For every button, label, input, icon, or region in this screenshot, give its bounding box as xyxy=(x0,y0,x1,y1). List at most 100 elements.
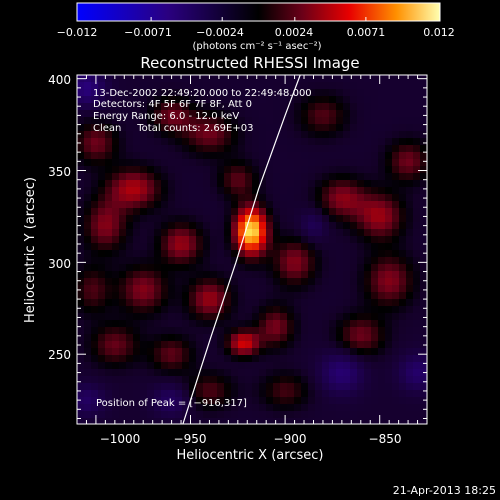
heatmap-cell xyxy=(399,194,407,202)
heatmap-cell xyxy=(175,327,183,335)
heatmap-cell xyxy=(161,348,169,356)
heatmap-cell xyxy=(357,271,365,279)
heatmap-cell xyxy=(252,187,260,195)
heatmap-cell xyxy=(385,341,393,349)
annotation-detectors: Detectors: 4F 5F 6F 7F 8F, Att 0 xyxy=(93,99,252,110)
heatmap-cell xyxy=(392,173,400,181)
heatmap-cell xyxy=(399,159,407,167)
heatmap-cell xyxy=(413,166,421,174)
heatmap-cell xyxy=(315,341,323,349)
heatmap-cell xyxy=(231,376,239,384)
heatmap-cell xyxy=(406,117,414,125)
heatmap-cell xyxy=(112,124,120,132)
heatmap-cell xyxy=(392,187,400,195)
heatmap-cell xyxy=(210,236,218,244)
heatmap-cell xyxy=(84,320,92,328)
heatmap-cell xyxy=(161,187,169,195)
heatmap-cell xyxy=(203,208,211,216)
heatmap-cell xyxy=(371,334,379,342)
heatmap-cell xyxy=(84,103,92,111)
heatmap-cell xyxy=(252,327,260,335)
heatmap-cell xyxy=(77,166,85,174)
heatmap-cell xyxy=(287,145,295,153)
heatmap-cell xyxy=(140,124,148,132)
heatmap-cell xyxy=(112,208,120,216)
heatmap-cell xyxy=(133,75,141,83)
heatmap-cell xyxy=(238,418,246,424)
heatmap-cell xyxy=(210,131,218,139)
heatmap-cell xyxy=(287,166,295,174)
heatmap-cell xyxy=(119,201,127,209)
heatmap-cell xyxy=(259,390,267,398)
heatmap-cell xyxy=(371,89,379,97)
heatmap-cell xyxy=(343,327,351,335)
heatmap-cell xyxy=(336,355,344,363)
heatmap-cell xyxy=(224,180,232,188)
heatmap-cell xyxy=(280,82,288,90)
heatmap-cell xyxy=(357,390,365,398)
heatmap-cell xyxy=(273,145,281,153)
heatmap-cell xyxy=(308,299,316,307)
heatmap-cell xyxy=(175,75,183,83)
heatmap-cell xyxy=(98,215,106,223)
heatmap-cell xyxy=(175,124,183,132)
heatmap-cell xyxy=(126,236,134,244)
heatmap-cell xyxy=(98,383,106,391)
heatmap-cell xyxy=(238,257,246,265)
heatmap-cell xyxy=(126,320,134,328)
heatmap-cell xyxy=(406,187,414,195)
heatmap-cell xyxy=(182,201,190,209)
heatmap-cell xyxy=(385,369,393,377)
heatmap-cell xyxy=(322,89,330,97)
heatmap-cell xyxy=(126,397,134,405)
heatmap-cell xyxy=(77,404,85,412)
heatmap-cell xyxy=(357,117,365,125)
heatmap-cell xyxy=(259,334,267,342)
heatmap-cell xyxy=(406,390,414,398)
heatmap-cell xyxy=(392,362,400,370)
heatmap-cell xyxy=(203,250,211,258)
heatmap-cell xyxy=(336,229,344,237)
heatmap-cell xyxy=(168,208,176,216)
heatmap-cell xyxy=(364,264,372,272)
heatmap-cell xyxy=(364,110,372,118)
heatmap-cell xyxy=(126,187,134,195)
heatmap-cell xyxy=(308,159,316,167)
heatmap-cell xyxy=(343,348,351,356)
heatmap-cell xyxy=(350,222,358,230)
heatmap-cell xyxy=(378,257,386,265)
heatmap-cell xyxy=(287,306,295,314)
heatmap-cell xyxy=(364,89,372,97)
heatmap-cell xyxy=(336,236,344,244)
heatmap-cell xyxy=(84,285,92,293)
heatmap-cell xyxy=(273,229,281,237)
heatmap-cell xyxy=(308,369,316,377)
heatmap-cell xyxy=(336,159,344,167)
heatmap-cell xyxy=(126,327,134,335)
heatmap-cell xyxy=(371,327,379,335)
heatmap-cell xyxy=(238,236,246,244)
heatmap-cell xyxy=(175,320,183,328)
heatmap-cell xyxy=(357,411,365,419)
heatmap-cell xyxy=(140,390,148,398)
heatmap-cell xyxy=(266,327,274,335)
heatmap-cell xyxy=(182,404,190,412)
heatmap-cell xyxy=(133,117,141,125)
heatmap-cell xyxy=(168,327,176,335)
heatmap-cell xyxy=(126,194,134,202)
heatmap-image xyxy=(77,75,427,424)
heatmap-cell xyxy=(147,278,155,286)
heatmap-cell xyxy=(308,313,316,321)
heatmap-cell xyxy=(238,131,246,139)
heatmap-cell xyxy=(336,166,344,174)
heatmap-cell xyxy=(266,341,274,349)
heatmap-cell xyxy=(105,285,113,293)
heatmap-cell xyxy=(210,292,218,300)
heatmap-cell xyxy=(336,292,344,300)
heatmap-cell xyxy=(329,397,337,405)
heatmap-cell xyxy=(238,320,246,328)
heatmap-cell xyxy=(392,390,400,398)
heatmap-cell xyxy=(280,208,288,216)
heatmap-cell xyxy=(161,131,169,139)
heatmap-cell xyxy=(98,418,106,424)
